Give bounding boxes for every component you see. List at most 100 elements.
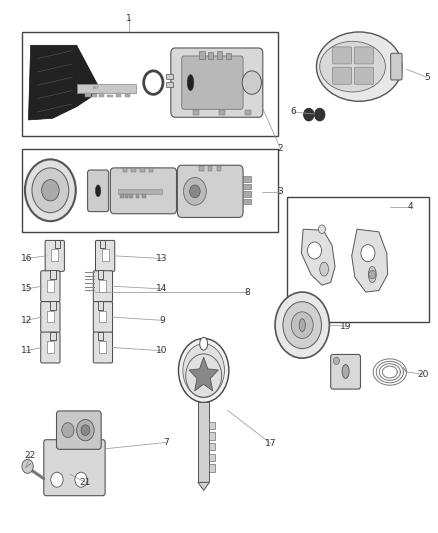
Text: 10: 10 — [156, 346, 168, 355]
Bar — [136, 194, 139, 198]
FancyBboxPatch shape — [41, 302, 60, 333]
Polygon shape — [301, 229, 335, 285]
Bar — [129, 194, 133, 198]
FancyBboxPatch shape — [41, 332, 60, 363]
Ellipse shape — [316, 32, 402, 101]
Ellipse shape — [179, 338, 229, 402]
FancyBboxPatch shape — [177, 165, 243, 217]
Bar — [118, 189, 162, 194]
Ellipse shape — [320, 42, 385, 92]
Bar — [209, 422, 215, 429]
Bar — [85, 93, 91, 97]
Text: 4: 4 — [408, 203, 413, 211]
Bar — [22, 32, 278, 136]
Text: 20: 20 — [417, 370, 428, 378]
Bar — [99, 311, 106, 322]
Bar — [245, 110, 251, 115]
Circle shape — [361, 245, 375, 262]
Circle shape — [333, 357, 339, 365]
Text: 1: 1 — [126, 14, 132, 22]
Text: 17: 17 — [265, 439, 276, 448]
Ellipse shape — [95, 185, 101, 197]
FancyBboxPatch shape — [57, 411, 101, 449]
FancyBboxPatch shape — [354, 67, 374, 84]
Ellipse shape — [183, 344, 225, 397]
Circle shape — [242, 71, 261, 94]
Bar — [50, 332, 56, 340]
Text: 12: 12 — [21, 316, 32, 325]
Text: 3: 3 — [277, 188, 283, 196]
Bar — [217, 166, 221, 171]
Text: 16: 16 — [21, 254, 32, 263]
Ellipse shape — [187, 75, 194, 91]
FancyBboxPatch shape — [93, 332, 113, 363]
Circle shape — [75, 472, 87, 487]
Bar — [22, 149, 278, 232]
FancyBboxPatch shape — [182, 56, 243, 109]
Text: 15: 15 — [21, 285, 32, 293]
Bar — [243, 191, 251, 197]
Text: 13: 13 — [156, 254, 168, 263]
Bar — [50, 301, 56, 310]
Bar — [243, 199, 251, 204]
Text: 21: 21 — [80, 478, 91, 487]
Bar — [209, 443, 215, 450]
Bar — [123, 168, 127, 172]
Circle shape — [81, 425, 90, 435]
Bar — [149, 168, 153, 172]
Circle shape — [304, 108, 314, 121]
Circle shape — [51, 472, 63, 487]
Circle shape — [25, 159, 76, 221]
Text: 19: 19 — [340, 322, 352, 330]
Polygon shape — [189, 357, 218, 391]
Circle shape — [22, 459, 33, 473]
FancyBboxPatch shape — [88, 170, 109, 212]
Circle shape — [32, 168, 69, 213]
Polygon shape — [28, 45, 101, 120]
Bar — [120, 194, 124, 198]
Bar — [209, 464, 215, 472]
Circle shape — [275, 292, 329, 358]
Bar — [99, 93, 104, 97]
Text: 2: 2 — [278, 144, 283, 152]
Bar — [131, 168, 136, 172]
Circle shape — [77, 419, 94, 441]
Bar — [209, 454, 215, 461]
Text: KEY: KEY — [93, 86, 100, 91]
Circle shape — [42, 180, 59, 201]
Bar — [98, 270, 103, 279]
Text: 22: 22 — [24, 451, 35, 460]
FancyBboxPatch shape — [45, 240, 64, 271]
Bar — [116, 93, 121, 97]
Text: 7: 7 — [163, 438, 170, 447]
Bar — [99, 280, 106, 292]
Bar — [50, 270, 56, 279]
Text: 9: 9 — [159, 316, 165, 325]
Bar — [102, 249, 109, 261]
Polygon shape — [352, 229, 388, 292]
Bar — [47, 280, 54, 292]
Circle shape — [314, 108, 325, 121]
Bar — [92, 94, 97, 97]
Bar — [166, 74, 173, 79]
FancyBboxPatch shape — [391, 53, 402, 80]
Ellipse shape — [342, 365, 349, 378]
Bar — [193, 110, 199, 115]
Circle shape — [62, 423, 74, 438]
Bar — [77, 84, 136, 93]
Circle shape — [184, 177, 206, 205]
Bar — [199, 166, 204, 171]
FancyBboxPatch shape — [331, 354, 360, 389]
Text: 5: 5 — [424, 73, 430, 82]
FancyBboxPatch shape — [41, 271, 60, 302]
Bar — [99, 341, 106, 353]
FancyBboxPatch shape — [354, 47, 374, 64]
Bar — [125, 94, 130, 97]
Bar — [199, 51, 205, 59]
Bar — [198, 402, 209, 482]
FancyBboxPatch shape — [93, 302, 113, 333]
Ellipse shape — [320, 262, 328, 276]
Text: 11: 11 — [21, 346, 32, 355]
FancyBboxPatch shape — [332, 47, 352, 64]
Bar — [47, 341, 54, 353]
